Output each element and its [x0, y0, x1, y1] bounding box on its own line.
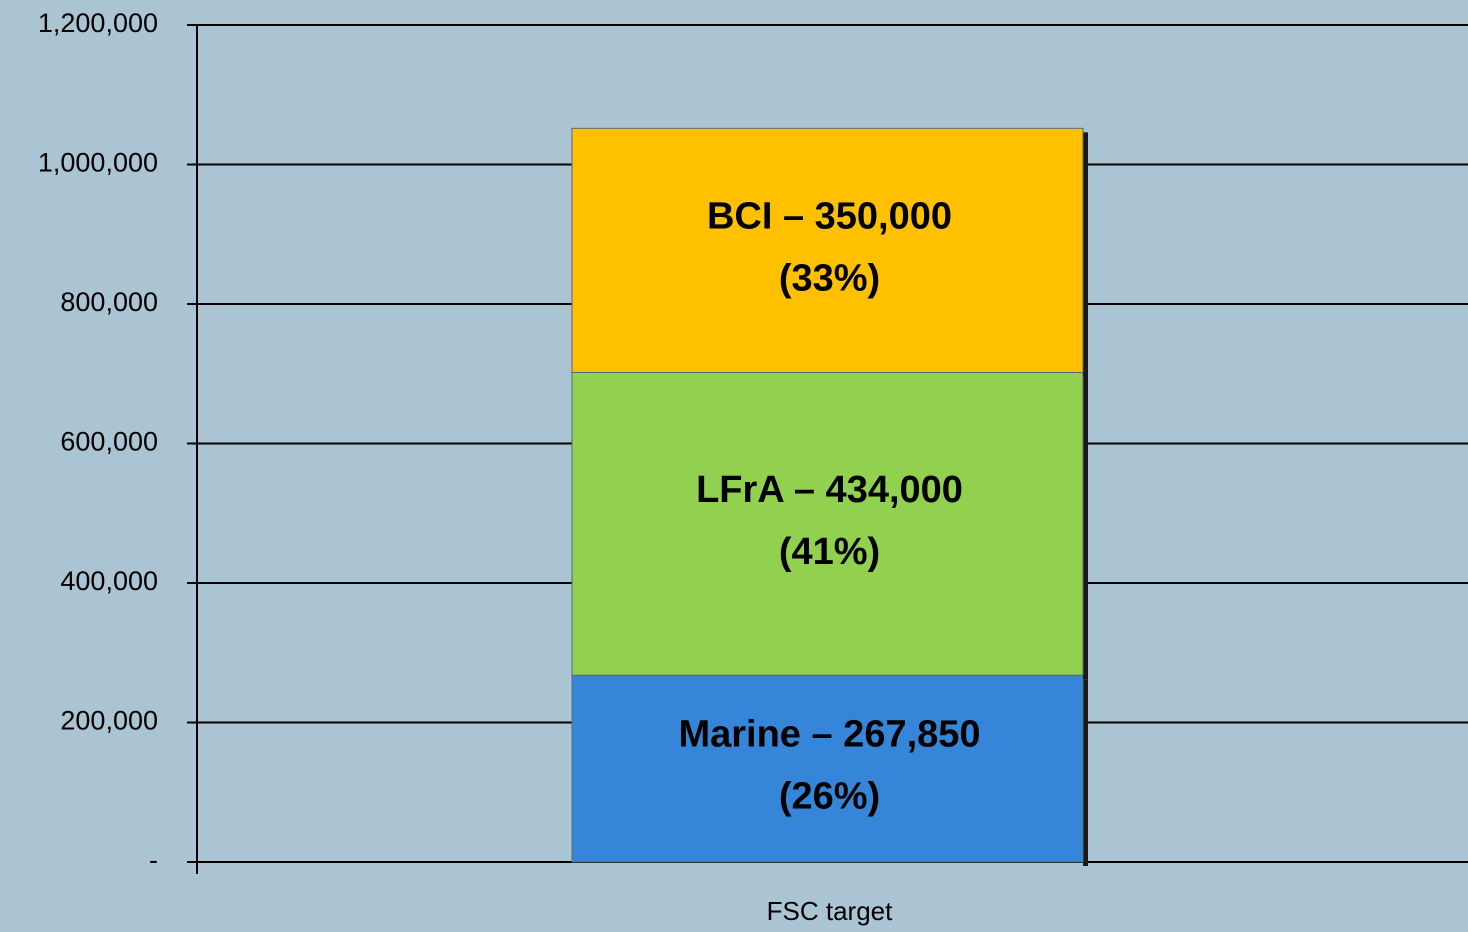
- bar-segment: [571, 674, 1084, 863]
- bar-shadow: [1083, 132, 1088, 377]
- value-label: LFrA – 434,000: [696, 469, 963, 511]
- bar-shadow: [1083, 376, 1088, 680]
- y-tick-label: 800,000: [60, 287, 158, 317]
- bar-segment: [571, 371, 1084, 676]
- y-tick-label: 1,000,000: [38, 148, 158, 178]
- y-tick-label: 1,200,000: [38, 8, 158, 38]
- value-label: BCI – 350,000: [707, 195, 952, 237]
- percent-label: (33%): [779, 257, 880, 299]
- x-tick-label: FSC target: [767, 896, 893, 926]
- bar-segment: [571, 127, 1084, 373]
- percent-label: (26%): [779, 776, 880, 818]
- y-tick-label: 200,000: [60, 706, 158, 736]
- bar-shadow: [1083, 679, 1088, 866]
- y-tick-label: -: [149, 845, 158, 875]
- percent-label: (41%): [779, 531, 880, 573]
- y-tick-label: 600,000: [60, 427, 158, 457]
- value-label: Marine – 267,850: [678, 714, 980, 756]
- y-tick-label: 400,000: [60, 566, 158, 596]
